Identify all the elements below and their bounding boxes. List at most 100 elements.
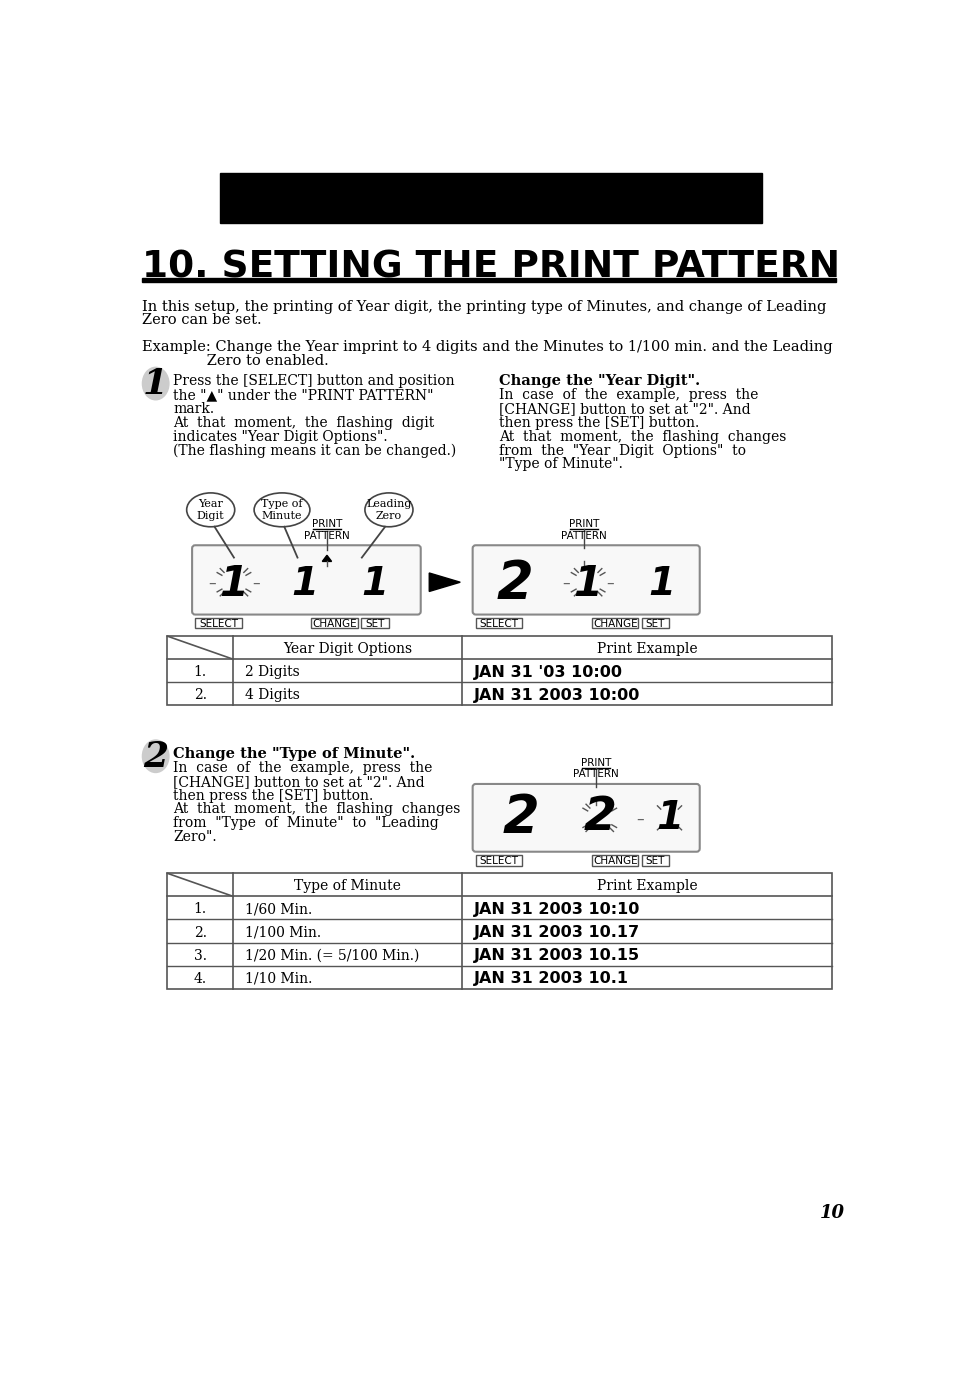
Text: Type of
Minute: Type of Minute xyxy=(261,499,302,521)
Polygon shape xyxy=(579,555,588,562)
Text: 4 Digits: 4 Digits xyxy=(245,688,299,702)
Text: indicates "Year Digit Options".: indicates "Year Digit Options". xyxy=(173,430,388,444)
Text: –: – xyxy=(252,576,259,591)
Text: PRINT
PATTERN: PRINT PATTERN xyxy=(573,758,618,779)
FancyBboxPatch shape xyxy=(472,545,699,614)
Text: 1.: 1. xyxy=(193,665,207,679)
Text: 2.: 2. xyxy=(193,688,207,702)
Text: then press the [SET] button.: then press the [SET] button. xyxy=(498,416,699,430)
Text: [CHANGE] button to set at "2". And: [CHANGE] button to set at "2". And xyxy=(173,775,425,789)
Text: Change the "Type of Minute".: Change the "Type of Minute". xyxy=(173,747,416,761)
Ellipse shape xyxy=(142,367,170,400)
Text: 2.: 2. xyxy=(193,926,207,940)
Text: Press the [SELECT] button and position: Press the [SELECT] button and position xyxy=(173,374,455,389)
Text: Leading
Zero: Leading Zero xyxy=(366,499,411,521)
Text: –: – xyxy=(562,576,570,591)
Text: At  that  moment,  the  flashing  changes: At that moment, the flashing changes xyxy=(173,802,460,816)
Text: Change the "Year Digit".: Change the "Year Digit". xyxy=(498,374,700,389)
Text: At  that  moment,  the  flashing  digit: At that moment, the flashing digit xyxy=(173,416,435,430)
Text: 1: 1 xyxy=(656,798,682,837)
Text: In  case  of  the  example,  press  the: In case of the example, press the xyxy=(498,389,758,403)
Text: 1/10 Min.: 1/10 Min. xyxy=(245,971,312,985)
Text: Print Example: Print Example xyxy=(596,879,697,893)
Text: JAN 31 2003 10:10: JAN 31 2003 10:10 xyxy=(473,901,639,916)
Text: JAN 31 2003 10:00: JAN 31 2003 10:00 xyxy=(473,688,639,703)
Text: the "▲" under the "PRINT PATTERN": the "▲" under the "PRINT PATTERN" xyxy=(173,389,434,403)
Ellipse shape xyxy=(365,493,413,526)
Text: 1.: 1. xyxy=(193,903,207,916)
Text: 4.: 4. xyxy=(193,971,207,985)
Text: from  the  "Year  Digit  Options"  to: from the "Year Digit Options" to xyxy=(498,444,745,458)
Text: 1/20 Min. (= 5/100 Min.): 1/20 Min. (= 5/100 Min.) xyxy=(245,948,418,963)
Text: JAN 31 2003 10.15: JAN 31 2003 10.15 xyxy=(473,948,639,963)
Text: –: – xyxy=(208,576,215,591)
Text: 1/100 Min.: 1/100 Min. xyxy=(245,926,320,940)
Text: from  "Type  of  Minute"  to  "Leading: from "Type of Minute" to "Leading xyxy=(173,816,438,830)
Text: "Type of Minute".: "Type of Minute". xyxy=(498,458,622,471)
Text: SELECT: SELECT xyxy=(479,856,518,866)
Text: Zero can be set.: Zero can be set. xyxy=(142,313,262,327)
Text: Year Digit Options: Year Digit Options xyxy=(283,642,412,657)
Text: In this setup, the printing of Year digit, the printing type of Minutes, and cha: In this setup, the printing of Year digi… xyxy=(142,300,826,313)
Text: –: – xyxy=(605,576,613,591)
Bar xyxy=(142,278,835,282)
Text: PRINT
PATTERN: PRINT PATTERN xyxy=(560,519,606,541)
Text: PRINT
PATTERN: PRINT PATTERN xyxy=(304,519,350,541)
Text: At  that  moment,  the  flashing  changes: At that moment, the flashing changes xyxy=(498,430,785,444)
Text: SET: SET xyxy=(645,856,664,866)
Text: CHANGE: CHANGE xyxy=(593,618,637,629)
Ellipse shape xyxy=(187,493,234,526)
Bar xyxy=(641,855,669,866)
Text: 10. SETTING THE PRINT PATTERN: 10. SETTING THE PRINT PATTERN xyxy=(142,250,840,286)
Text: 2: 2 xyxy=(502,791,538,844)
Text: 1: 1 xyxy=(648,565,675,603)
Text: Example: Change the Year imprint to 4 digits and the Minutes to 1/100 min. and t: Example: Change the Year imprint to 4 di… xyxy=(142,341,832,354)
Text: 1: 1 xyxy=(219,563,248,605)
Text: JAN 31 2003 10.1: JAN 31 2003 10.1 xyxy=(473,971,628,987)
Text: SELECT: SELECT xyxy=(199,618,237,629)
Text: 1: 1 xyxy=(292,565,318,603)
Text: CHANGE: CHANGE xyxy=(593,856,637,866)
Ellipse shape xyxy=(142,739,170,774)
Text: Print Example: Print Example xyxy=(596,642,697,657)
Polygon shape xyxy=(429,573,459,591)
Text: SET: SET xyxy=(645,618,664,629)
Text: CHANGE: CHANGE xyxy=(312,618,356,629)
Polygon shape xyxy=(322,555,332,562)
Text: 2: 2 xyxy=(496,558,533,610)
Bar xyxy=(476,855,521,866)
Text: SET: SET xyxy=(365,618,384,629)
Bar xyxy=(167,636,831,705)
Bar xyxy=(592,618,638,628)
Text: then press the [SET] button.: then press the [SET] button. xyxy=(173,789,374,802)
Text: Type of Minute: Type of Minute xyxy=(294,879,400,893)
Bar xyxy=(167,874,831,989)
Text: 10: 10 xyxy=(819,1205,843,1223)
Text: Year
Digit: Year Digit xyxy=(196,499,224,521)
Text: SELECT: SELECT xyxy=(479,618,518,629)
Text: JAN 31 2003 10.17: JAN 31 2003 10.17 xyxy=(473,925,639,940)
Text: 2: 2 xyxy=(143,741,168,774)
Text: 1: 1 xyxy=(143,367,168,401)
Bar xyxy=(195,618,241,628)
Polygon shape xyxy=(591,794,599,800)
Text: 1: 1 xyxy=(573,563,602,605)
Bar xyxy=(641,618,669,628)
Bar xyxy=(311,618,357,628)
Bar xyxy=(360,618,389,628)
Bar xyxy=(592,855,638,866)
Text: JAN 31 '03 10:00: JAN 31 '03 10:00 xyxy=(473,665,621,680)
Text: [CHANGE] button to set at "2". And: [CHANGE] button to set at "2". And xyxy=(498,403,750,416)
FancyBboxPatch shape xyxy=(192,545,420,614)
Text: –: – xyxy=(636,812,643,827)
Text: 2 Digits: 2 Digits xyxy=(245,665,299,679)
Text: (The flashing means it can be changed.): (The flashing means it can be changed.) xyxy=(173,444,456,458)
Text: Zero to enabled.: Zero to enabled. xyxy=(142,354,329,368)
Ellipse shape xyxy=(253,493,310,526)
Text: Zero".: Zero". xyxy=(173,830,217,844)
Bar xyxy=(220,173,761,223)
Text: 1/60 Min.: 1/60 Min. xyxy=(245,903,312,916)
Bar xyxy=(476,618,521,628)
Text: 1: 1 xyxy=(361,565,388,603)
Text: 3.: 3. xyxy=(193,948,207,963)
